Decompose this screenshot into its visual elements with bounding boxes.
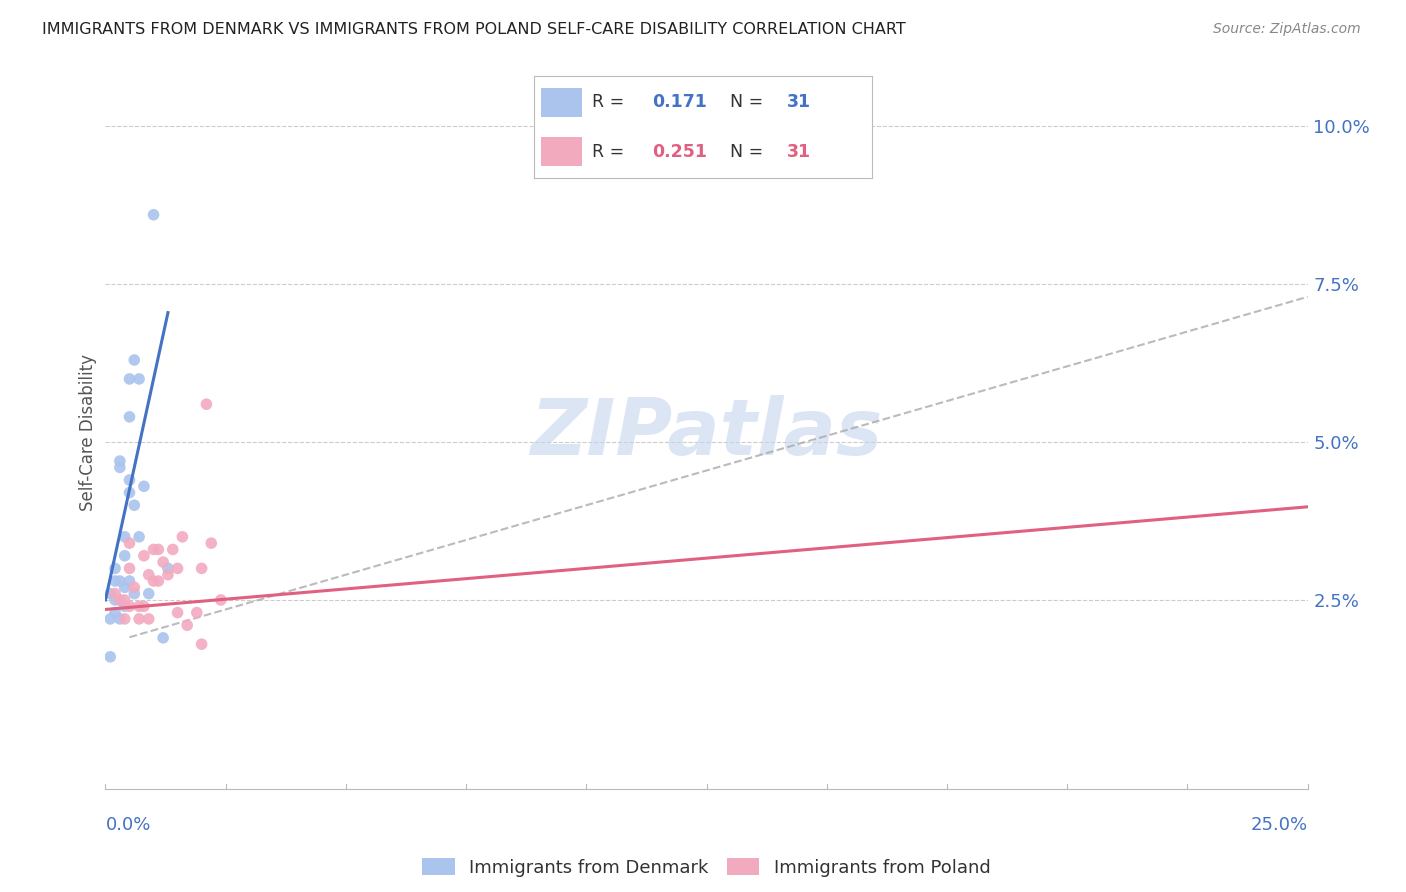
FancyBboxPatch shape (541, 88, 582, 117)
Point (114, 549, 136, 563)
Point (114, 580, 136, 594)
Point (142, 542, 165, 557)
Point (166, 606, 188, 620)
Text: 25.0%: 25.0% (1250, 816, 1308, 834)
Point (152, 631, 174, 645)
Text: IMMIGRANTS FROM DENMARK VS IMMIGRANTS FROM POLAND SELF-CARE DISABILITY CORRELATI: IMMIGRANTS FROM DENMARK VS IMMIGRANTS FR… (42, 22, 905, 37)
Point (190, 561, 212, 575)
Point (104, 593, 127, 607)
Y-axis label: Self-Care Disability: Self-Care Disability (79, 354, 97, 511)
Text: R =: R = (592, 94, 624, 112)
Point (98, 649, 121, 664)
Legend: Immigrants from Denmark, Immigrants from Poland: Immigrants from Denmark, Immigrants from… (415, 851, 998, 884)
Point (128, 599, 150, 614)
Point (108, 612, 131, 626)
Point (138, 567, 160, 582)
Text: Source: ZipAtlas.com: Source: ZipAtlas.com (1213, 22, 1361, 37)
Point (118, 574, 141, 588)
Point (156, 567, 179, 582)
Point (118, 485, 141, 500)
Point (108, 454, 131, 468)
Text: N =: N = (730, 143, 763, 161)
Point (118, 409, 141, 424)
Point (148, 574, 170, 588)
Point (124, 580, 146, 594)
Point (128, 530, 150, 544)
Point (156, 561, 179, 575)
Point (142, 574, 165, 588)
Point (98, 587, 121, 601)
Point (172, 530, 194, 544)
Point (108, 593, 131, 607)
Text: 31: 31 (787, 94, 811, 112)
Point (114, 593, 136, 607)
Point (195, 397, 218, 411)
Point (114, 530, 136, 544)
Point (132, 479, 155, 493)
Point (186, 606, 208, 620)
Point (142, 208, 165, 222)
Point (148, 542, 170, 557)
Point (190, 637, 212, 651)
Point (132, 549, 155, 563)
Point (124, 498, 146, 512)
Point (108, 460, 131, 475)
Point (176, 618, 198, 632)
Point (118, 561, 141, 575)
Point (128, 372, 150, 386)
Point (104, 587, 127, 601)
Text: 0.0%: 0.0% (105, 816, 150, 834)
Point (114, 599, 136, 614)
Point (138, 587, 160, 601)
Point (200, 536, 222, 550)
Point (98, 612, 121, 626)
Point (118, 473, 141, 487)
FancyBboxPatch shape (541, 137, 582, 166)
Point (108, 574, 131, 588)
Point (118, 372, 141, 386)
Text: 0.171: 0.171 (652, 94, 707, 112)
Point (162, 542, 184, 557)
Point (209, 593, 232, 607)
Point (128, 612, 150, 626)
Text: 31: 31 (787, 143, 811, 161)
Point (108, 593, 131, 607)
Point (124, 353, 146, 368)
Point (114, 612, 136, 626)
Point (104, 574, 127, 588)
Point (104, 561, 127, 575)
Point (132, 599, 155, 614)
Point (104, 606, 127, 620)
Point (166, 561, 188, 575)
Text: R =: R = (592, 143, 624, 161)
Point (152, 555, 174, 569)
Text: ZIPatlas: ZIPatlas (530, 394, 883, 471)
Point (118, 599, 141, 614)
Point (124, 587, 146, 601)
Point (138, 612, 160, 626)
Point (118, 536, 141, 550)
Text: N =: N = (730, 94, 763, 112)
Text: 0.251: 0.251 (652, 143, 707, 161)
